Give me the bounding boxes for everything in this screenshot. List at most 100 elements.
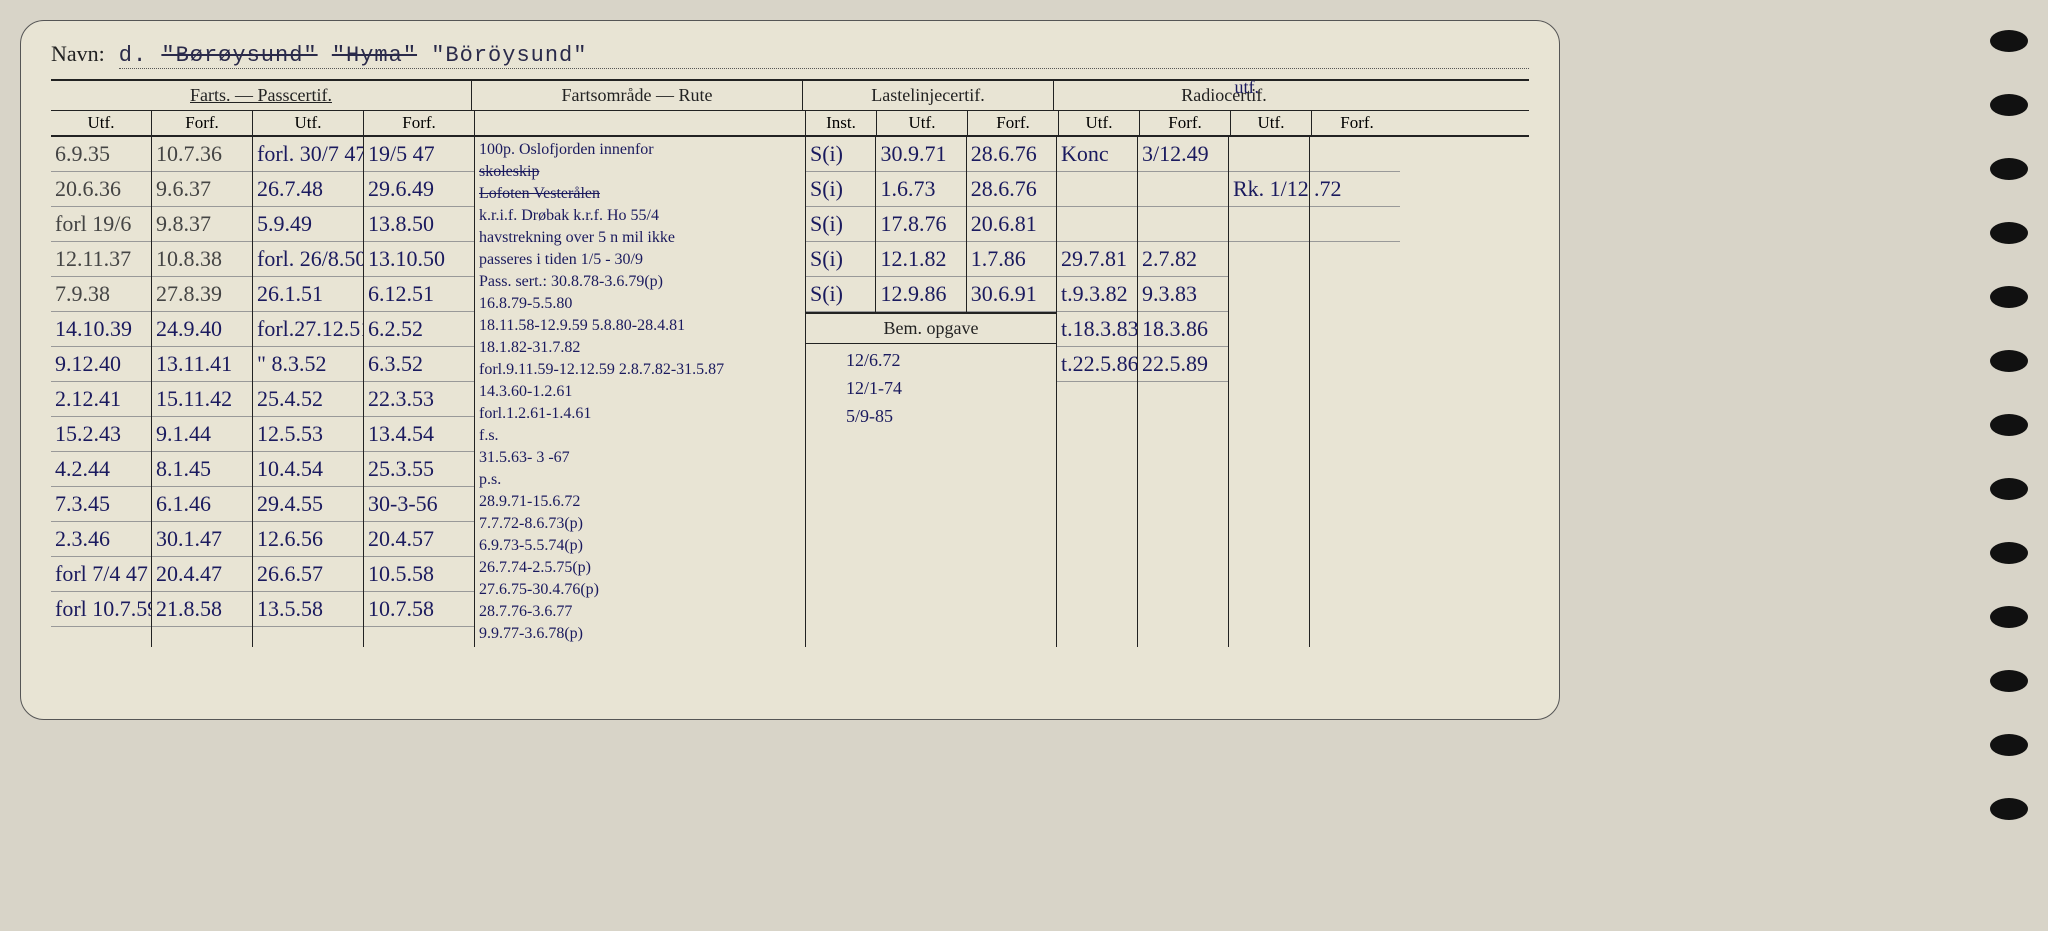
col-l-forf: 28.6.7628.6.7620.6.811.7.8630.6.91 bbox=[967, 137, 1056, 312]
data-cell: t.22.5.86 bbox=[1057, 347, 1137, 382]
data-cell: 24.9.40 bbox=[152, 312, 252, 347]
fartsomrade-text: 100p. Oslofjorden innenforskoleskipLofot… bbox=[475, 137, 805, 647]
data-cell: 13.8.50 bbox=[364, 207, 474, 242]
data-cell: 15.11.42 bbox=[152, 382, 252, 417]
data-cell: forl 19/6 bbox=[51, 207, 151, 242]
data-cell: 30-3-56 bbox=[364, 487, 474, 522]
data-cell: 9.12.40 bbox=[51, 347, 151, 382]
fartsomrade-line: 7.7.72-8.6.73(p) bbox=[479, 513, 801, 535]
sub-utf-2: Utf. bbox=[253, 111, 364, 135]
col-farts-forf2: 19/5 4729.6.4913.8.5013.10.506.12.516.2.… bbox=[364, 137, 475, 647]
data-cell: 12.11.37 bbox=[51, 242, 151, 277]
fartsomrade-line: 28.7.76-3.6.77 bbox=[479, 601, 801, 623]
data-cell: S(i) bbox=[806, 172, 875, 207]
fartsomrade-line: f.s. bbox=[479, 425, 801, 447]
data-cell: 9.8.37 bbox=[152, 207, 252, 242]
data-cell: 3/12.49 bbox=[1138, 137, 1228, 172]
data-cell: 15.2.43 bbox=[51, 417, 151, 452]
navn-label: Navn: bbox=[51, 41, 105, 67]
data-cell: t.9.3.82 bbox=[1057, 277, 1137, 312]
bem-line: 12/6.72 bbox=[846, 346, 1052, 374]
col-farts-utf1: 6.9.3520.6.36forl 19/612.11.377.9.3814.1… bbox=[51, 137, 152, 647]
data-cell: 12.1.82 bbox=[876, 242, 965, 277]
data-cell: 29.7.81 bbox=[1057, 242, 1137, 277]
data-cell: 10.4.54 bbox=[253, 452, 363, 487]
data-cell: 2.7.82 bbox=[1138, 242, 1228, 277]
hole-icon bbox=[1990, 350, 2028, 372]
fartsomrade-line: passeres i tiden 1/5 - 30/9 bbox=[479, 249, 801, 271]
fartsomrade-line: 26.7.74-2.5.75(p) bbox=[479, 557, 801, 579]
data-cell: t.18.3.83 bbox=[1057, 312, 1137, 347]
data-cell: 7.9.38 bbox=[51, 277, 151, 312]
sub-l-forf: Forf. bbox=[968, 111, 1059, 135]
data-cell: 6.9.35 bbox=[51, 137, 151, 172]
hole-icon bbox=[1990, 286, 2028, 308]
col-farts-forf1: 10.7.369.6.379.8.3710.8.3827.8.3924.9.40… bbox=[152, 137, 253, 647]
radio-annotation: utf. bbox=[1235, 77, 1260, 98]
hole-icon bbox=[1990, 734, 2028, 756]
data-cell: 22.5.89 bbox=[1138, 347, 1228, 382]
data-cell: 18.3.86 bbox=[1138, 312, 1228, 347]
sub-r-forf: Forf. bbox=[1140, 111, 1231, 135]
data-cell: 20.6.36 bbox=[51, 172, 151, 207]
data-cell: 10.5.58 bbox=[364, 557, 474, 592]
bem-opgave-header: Bem. opgave bbox=[806, 312, 1056, 344]
data-cell: 4.2.44 bbox=[51, 452, 151, 487]
data-cell: 20.4.47 bbox=[152, 557, 252, 592]
data-cell: 25.3.55 bbox=[364, 452, 474, 487]
data-cell: Rk. 1/12 bbox=[1229, 172, 1309, 207]
data-cell: 14.10.39 bbox=[51, 312, 151, 347]
hole-icon bbox=[1990, 94, 2028, 116]
data-cell: 29.4.55 bbox=[253, 487, 363, 522]
bem-lines: 12/6.7212/1-745/9-85 bbox=[806, 344, 1056, 432]
data-cell: 7.3.45 bbox=[51, 487, 151, 522]
data-cell: 6.12.51 bbox=[364, 277, 474, 312]
navn-struck-1: "Børøysund" bbox=[161, 43, 317, 68]
fartsomrade-line: havstrekning over 5 n mil ikke bbox=[479, 227, 801, 249]
data-cell bbox=[1229, 207, 1309, 242]
data-cell: 13.10.50 bbox=[364, 242, 474, 277]
fartsomrade-line: 18.1.82-31.7.82 bbox=[479, 337, 801, 359]
navn-struck-2: "Hyma" bbox=[332, 43, 417, 68]
fartsomrade-line: 9.9.77-3.6.78(p) bbox=[479, 623, 801, 645]
data-cell: 12.9.86 bbox=[876, 277, 965, 312]
data-cell bbox=[1310, 207, 1400, 242]
sub-forf-2: Forf. bbox=[364, 111, 475, 135]
data-cell: 22.3.53 bbox=[364, 382, 474, 417]
data-cell: S(i) bbox=[806, 207, 875, 242]
data-cell: 20.4.57 bbox=[364, 522, 474, 557]
index-card: Navn: d. "Børøysund" "Hyma" "Böröysund" … bbox=[20, 20, 1560, 720]
fartsomrade-line: 31.5.63- 3 -67 bbox=[479, 447, 801, 469]
data-cell: forl 10.7.59 bbox=[51, 592, 151, 627]
navn-row: Navn: d. "Børøysund" "Hyma" "Böröysund" bbox=[51, 41, 1529, 75]
fartsomrade-line: 6.9.73-5.5.74(p) bbox=[479, 535, 801, 557]
data-cell: 17.8.76 bbox=[876, 207, 965, 242]
data-cell: 12.6.56 bbox=[253, 522, 363, 557]
data-cell: 2.12.41 bbox=[51, 382, 151, 417]
col-farts-utf2: forl. 30/7 4726.7.485.9.49forl. 26/8.502… bbox=[253, 137, 364, 647]
header-row: Farts. — Passcertif. Fartsområde — Rute … bbox=[51, 79, 1529, 111]
col-laste-group: S(i)S(i)S(i)S(i)S(i) 30.9.711.6.7317.8.7… bbox=[806, 137, 1057, 647]
data-cell: 6.2.52 bbox=[364, 312, 474, 347]
data-cell: 30.1.47 bbox=[152, 522, 252, 557]
data-cell: 8.1.45 bbox=[152, 452, 252, 487]
fartsomrade-line: k.r.i.f. Drøbak k.r.f. Ho 55/4 bbox=[479, 205, 801, 227]
sub-r-utf: Utf. bbox=[1059, 111, 1140, 135]
data-cell: 12.5.53 bbox=[253, 417, 363, 452]
hdr-radio: Radiocertif. bbox=[1054, 81, 1394, 110]
data-cell: S(i) bbox=[806, 277, 875, 312]
data-cell bbox=[1310, 137, 1400, 172]
data-cell: " 8.3.52 bbox=[253, 347, 363, 382]
data-cell: 26.7.48 bbox=[253, 172, 363, 207]
navn-current: "Böröysund" bbox=[431, 43, 587, 68]
data-cell: forl 7/4 47 bbox=[51, 557, 151, 592]
hole-icon bbox=[1990, 158, 2028, 180]
hole-icon bbox=[1990, 606, 2028, 628]
hole-icon bbox=[1990, 478, 2028, 500]
hole-icon bbox=[1990, 414, 2028, 436]
fartsomrade-line: 28.9.71-15.6.72 bbox=[479, 491, 801, 513]
col-l-utf: 30.9.711.6.7317.8.7612.1.8212.9.86 bbox=[876, 137, 966, 312]
data-cell: 28.6.76 bbox=[967, 137, 1056, 172]
fartsomrade-line: Pass. sert.: 30.8.78-3.6.79(p) bbox=[479, 271, 801, 293]
data-cell bbox=[1229, 137, 1309, 172]
